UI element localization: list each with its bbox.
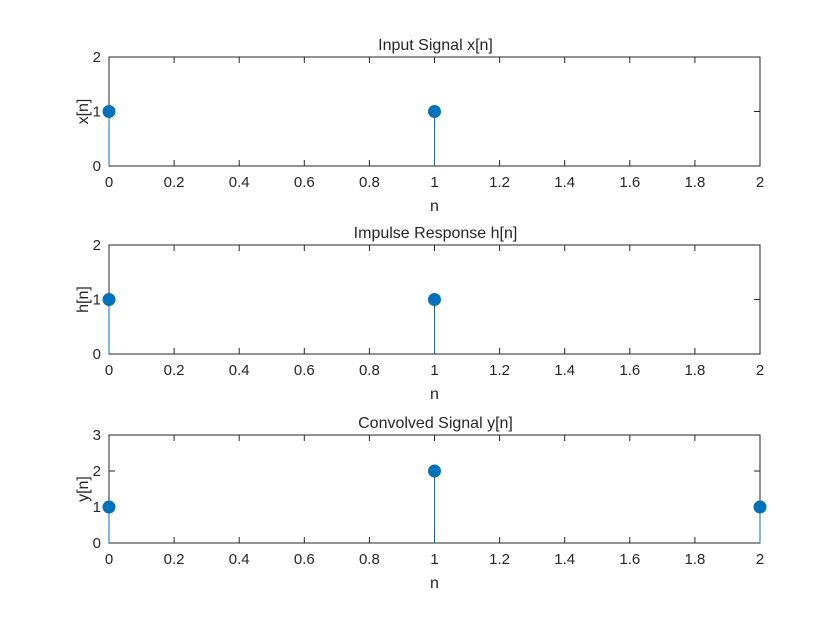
y-tick-label: 3 [93, 427, 101, 444]
x-tick-label: 0.8 [359, 362, 380, 379]
x-tick-label: 0.6 [294, 551, 315, 568]
stem-marker [753, 500, 767, 514]
y-tick-label: 0 [93, 535, 101, 552]
x-tick-label: 1.4 [554, 551, 575, 568]
y-tick-label: 2 [93, 463, 101, 480]
x-tick-label: 1.8 [684, 551, 705, 568]
y-tick-label: 1 [93, 499, 101, 516]
x-tick-label: 0.2 [164, 174, 185, 191]
x-tick-label: 1.8 [684, 174, 705, 191]
stem-marker [428, 293, 441, 306]
x-axis-label: n [430, 198, 439, 215]
x-tick-label: 0 [105, 551, 113, 568]
subplot-1: 0 0.2 0.4 0.6 0.8 1 1.2 1.4 1.6 1.8 2 0 1 2 Input Sign… [75, 37, 764, 215]
y-tick-label: 0 [93, 346, 101, 363]
y-tick-label: 1 [93, 292, 101, 309]
y-tick-label: 2 [93, 49, 101, 66]
stem-marker [102, 105, 116, 118]
x-axis-label: n [430, 575, 439, 592]
x-tick-label: 0.4 [229, 362, 250, 379]
x-tick-label: 1.2 [489, 551, 510, 568]
stem-marker [428, 105, 441, 118]
subplot-title: Convolved Signal y[n] [358, 415, 513, 432]
stem-marker [102, 500, 116, 514]
x-tick-label: 0 [105, 174, 113, 191]
x-tick-label: 0.2 [164, 551, 185, 568]
subplot-title: Input Signal x[n] [378, 37, 493, 54]
y-axis-label: h[n] [75, 286, 92, 313]
x-tick-label: 0.2 [164, 362, 185, 379]
x-tick-label: 1.4 [554, 174, 575, 191]
x-tick-label: 0.4 [229, 551, 250, 568]
subplot-title: Impulse Response h[n] [354, 225, 518, 242]
x-tick-label: 1.2 [489, 362, 510, 379]
x-tick-label: 1.8 [684, 362, 705, 379]
x-tick-label: 1.4 [554, 362, 575, 379]
stem-marker [102, 293, 116, 306]
y-tick-label: 0 [93, 158, 101, 175]
y-tick-label: 2 [93, 237, 101, 254]
x-tick-label: 1 [430, 551, 438, 568]
x-tick-label: 0.4 [229, 174, 250, 191]
y-axis-label: y[n] [75, 476, 92, 502]
x-tick-label: 0.8 [359, 551, 380, 568]
x-tick-label: 0.8 [359, 174, 380, 191]
x-tick-label: 1 [430, 362, 438, 379]
x-tick-label: 1.6 [619, 551, 640, 568]
x-tick-label: 0 [105, 362, 113, 379]
stem-marker [428, 464, 441, 478]
x-tick-label: 0.6 [294, 362, 315, 379]
y-axis-label: x[n] [75, 99, 92, 125]
subplot-2: 0 0.2 0.4 0.6 0.8 1 1.2 1.4 1.6 1.8 2 0 1 2 Impulse Re… [75, 225, 764, 403]
x-axis-label: n [430, 386, 439, 403]
x-tick-label: 2 [756, 174, 764, 191]
x-tick-label: 1.6 [619, 174, 640, 191]
subplot-3: 0 0.2 0.4 0.6 0.8 1 1.2 1.4 1.6 1.8 2 0 1 2 3 Convolved… [75, 415, 767, 592]
x-tick-label: 0.6 [294, 174, 315, 191]
x-tick-label: 1 [430, 174, 438, 191]
x-tick-label: 1.2 [489, 174, 510, 191]
x-tick-label: 2 [756, 551, 764, 568]
x-tick-label: 1.6 [619, 362, 640, 379]
x-tick-label: 2 [756, 362, 764, 379]
y-tick-label: 1 [93, 104, 101, 121]
